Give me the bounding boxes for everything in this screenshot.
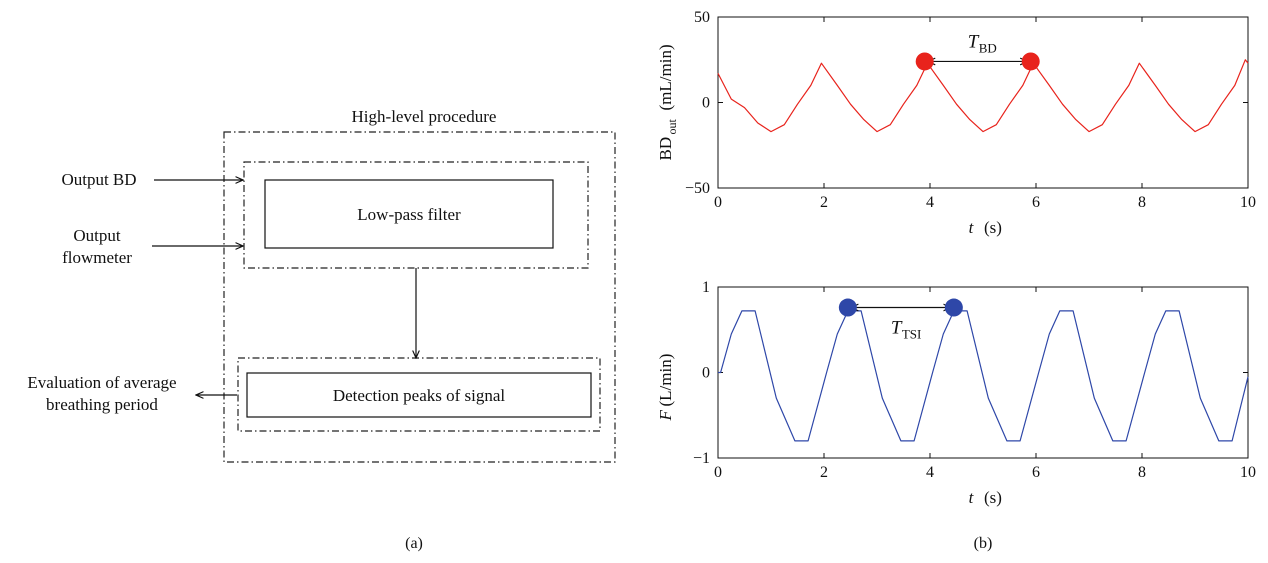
period-annotation-sub: BD	[979, 40, 997, 55]
caption-a: (a)	[405, 535, 423, 552]
block-diagram: High-level procedure Low-pass filter Det…	[27, 107, 616, 552]
x-tick-label: 2	[820, 464, 828, 481]
peak-marker	[1021, 52, 1040, 71]
y-tick-label: 50	[694, 9, 710, 26]
x-tick-label: 2	[820, 194, 828, 211]
y-axis-label-sub: out	[665, 119, 679, 135]
x-tick-label: 6	[1032, 464, 1040, 481]
input-bd-label: Output BD	[61, 170, 136, 189]
filter-group-frame	[243, 161, 589, 269]
y-axis-label-group: F (L/min)	[656, 354, 675, 422]
x-tick-label: 0	[714, 464, 722, 481]
y-tick-label: 0	[702, 95, 710, 112]
x-tick-label: 4	[926, 464, 934, 481]
series-line	[717, 59, 1249, 133]
y-axis-label: BD	[656, 137, 675, 161]
caption-b: (b)	[974, 535, 993, 552]
x-tick-label: 8	[1138, 194, 1146, 211]
output-label-line1: Evaluation of average	[27, 373, 176, 392]
y-tick-label: −50	[685, 180, 710, 197]
period-annotation: T	[891, 318, 903, 339]
output-label-line2: breathing period	[46, 395, 158, 414]
low-pass-filter-box	[264, 179, 554, 249]
plot-frame	[717, 286, 1249, 459]
x-tick-label: 10	[1240, 194, 1256, 211]
y-tick-label: 1	[702, 279, 710, 296]
y-axis-unit: (mL/min)	[656, 44, 675, 110]
x-axis-unit: (s)	[984, 488, 1002, 507]
period-annotation: T	[968, 31, 980, 52]
x-tick-label: 8	[1138, 464, 1146, 481]
input-flow-label-line2: flowmeter	[62, 248, 132, 267]
peak-marker	[944, 298, 963, 317]
x-axis-label: t	[969, 218, 975, 237]
y-tick-label: 0	[702, 365, 710, 382]
x-tick-label: 0	[714, 194, 722, 211]
series-line	[718, 310, 1249, 442]
x-tick-label: 4	[926, 194, 934, 211]
y-axis-unit: (L/min)	[656, 354, 675, 407]
high-level-frame	[223, 131, 616, 463]
peak-marker	[915, 52, 934, 71]
detection-label: Detection peaks of signal	[333, 386, 506, 405]
y-axis-label: F	[656, 410, 675, 422]
x-tick-label: 6	[1032, 194, 1040, 211]
x-axis-unit: (s)	[984, 218, 1002, 237]
x-axis-label: t	[969, 488, 975, 507]
diagram-title: High-level procedure	[352, 107, 497, 126]
detection-box	[246, 372, 592, 418]
x-tick-label: 10	[1240, 464, 1256, 481]
peak-marker	[838, 298, 857, 317]
y-axis-label-group: BD out (mL/min)	[656, 44, 679, 160]
low-pass-filter-label: Low-pass filter	[357, 205, 461, 224]
input-flow-label-line1: Output	[73, 226, 121, 245]
period-annotation-sub: TSI	[902, 327, 922, 342]
y-tick-label: −1	[693, 450, 710, 467]
